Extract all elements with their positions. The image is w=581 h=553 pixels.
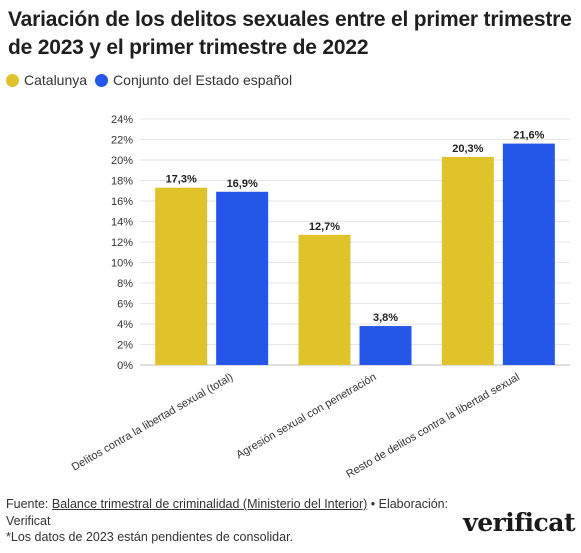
legend-item-estado[interactable]: Conjunto del Estado español: [95, 72, 292, 88]
y-tick-label: 6%: [117, 299, 133, 311]
source-link[interactable]: Balance trimestral de criminalidad (Mini…: [51, 497, 368, 511]
y-tick-label: 4%: [117, 319, 133, 331]
legend-swatch-estado: [95, 73, 109, 87]
bar: [298, 234, 351, 365]
data-label: 17,3%: [166, 174, 197, 186]
bar: [155, 187, 208, 365]
chart-legend: Catalunya Conjunto del Estado español: [6, 70, 300, 90]
footnote: *Los datos de 2023 están pendientes de c…: [6, 530, 294, 544]
bar: [359, 326, 412, 365]
y-tick-label: 0%: [117, 360, 133, 372]
source-suffix: • Elaboración: Verificat: [6, 497, 449, 528]
data-label: 21,6%: [513, 130, 544, 142]
y-tick-label: 12%: [111, 237, 133, 249]
legend-item-catalunya[interactable]: Catalunya: [6, 72, 87, 88]
y-tick-label: 2%: [117, 340, 133, 352]
data-label: 16,9%: [227, 178, 258, 190]
verificat-logo: verificat: [463, 508, 575, 537]
chart-title: Variación de los delitos sexuales entre …: [8, 8, 572, 59]
y-tick-label: 24%: [111, 114, 133, 126]
y-tick-label: 20%: [111, 155, 133, 167]
legend-label-estado: Conjunto del Estado español: [113, 72, 293, 88]
data-label: 3,8%: [373, 312, 398, 324]
bar: [216, 191, 269, 365]
bar: [441, 156, 494, 365]
x-category-label: Resto de delitos contra la libertad sexu…: [344, 371, 522, 480]
bar: [502, 143, 555, 365]
y-tick-label: 14%: [111, 217, 133, 229]
data-label: 12,7%: [309, 221, 340, 233]
legend-swatch-catalunya: [6, 73, 19, 87]
y-tick-label: 18%: [111, 176, 133, 188]
y-tick-label: 8%: [117, 278, 133, 290]
chart-footer: Fuente: Balance trimestral de criminalid…: [6, 496, 466, 530]
data-label: 20,3%: [452, 143, 483, 155]
y-tick-label: 10%: [111, 258, 133, 270]
y-tick-label: 22%: [111, 135, 133, 147]
source-prefix: Fuente:: [6, 497, 52, 511]
bar-chart: 0% 2% 4% 6% 8% 10% 12% 14% 16% 18% 20% 22% 24% 17,3% 1…: [70, 114, 570, 481]
x-category-label: Delitos contra la libertad sexual (total…: [70, 371, 235, 473]
legend-label-catalunya: Catalunya: [24, 72, 88, 88]
y-tick-label: 16%: [111, 196, 133, 208]
x-category-label: Agresión sexual con penetración: [234, 371, 378, 461]
